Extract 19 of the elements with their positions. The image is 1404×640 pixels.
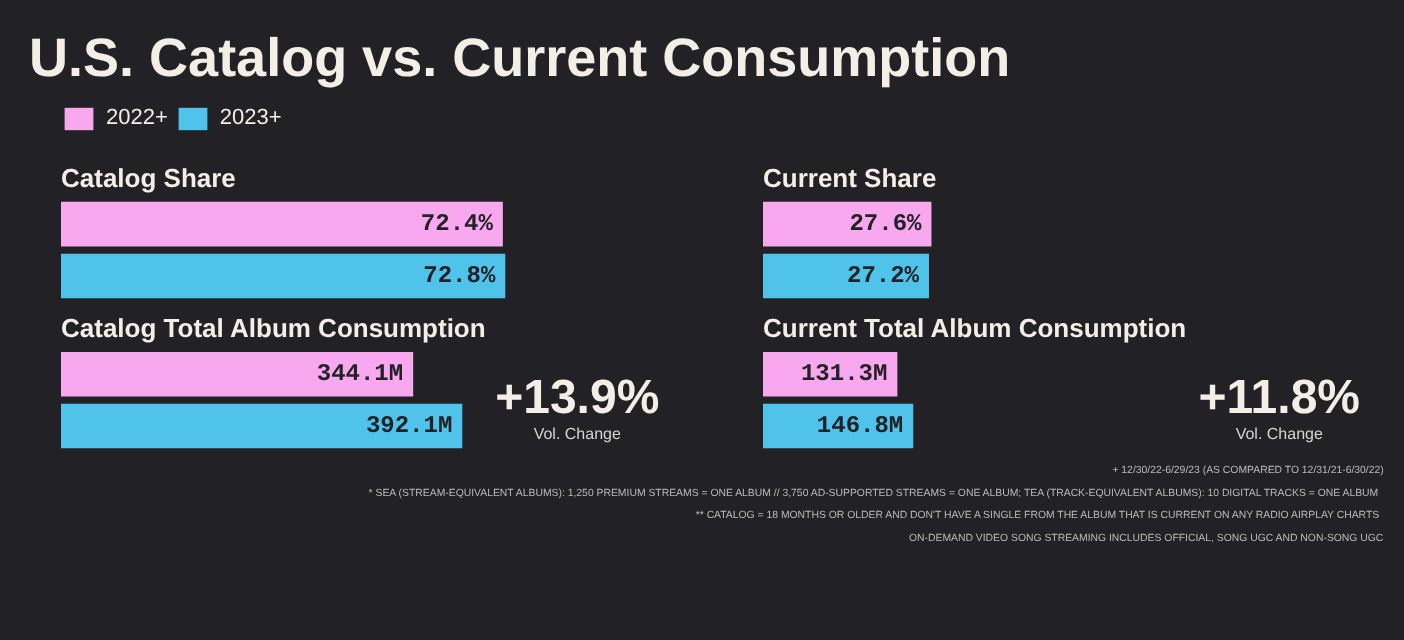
data-label: 27.2% — [846, 261, 921, 290]
data-label: 344.1M — [316, 360, 404, 389]
data-label: 131.3M — [800, 360, 888, 389]
chart-title: Catalog Share — [61, 163, 236, 194]
legend-label: 2023+ — [219, 106, 282, 130]
data-label: 146.8M — [816, 411, 904, 440]
text: +11.8% — [1198, 370, 1361, 425]
data-label: 392.1M — [365, 411, 453, 440]
text: U.S. Catalog vs. Current Consumption — [29, 28, 1011, 89]
chart-title: Current Share — [763, 163, 937, 194]
text: +13.9% — [495, 370, 660, 425]
chart-title: Catalog Total Album Consumption — [61, 313, 486, 344]
data-label: 27.6% — [849, 210, 924, 239]
text: Vol. Change — [533, 424, 622, 443]
legend-label: 2022+ — [106, 106, 168, 130]
text: Vol. Change — [1235, 424, 1324, 443]
text: Current Total Album Consumption — [763, 313, 1187, 344]
data-label: 72.4% — [420, 210, 495, 239]
data-label: 72.8% — [423, 261, 497, 290]
